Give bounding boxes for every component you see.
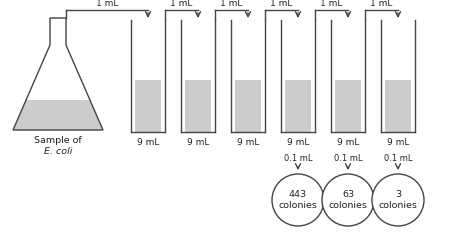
Circle shape: [372, 174, 424, 226]
Text: 1 mL: 1 mL: [220, 0, 243, 8]
Text: 9 mL: 9 mL: [287, 138, 309, 147]
Text: Sample of: Sample of: [34, 136, 82, 145]
Polygon shape: [13, 100, 103, 130]
Text: 0.1 mL: 0.1 mL: [334, 154, 362, 163]
Text: 1 mL: 1 mL: [96, 0, 118, 8]
Bar: [135, 80, 161, 132]
Text: 9 mL: 9 mL: [237, 138, 259, 147]
Text: 1 mL: 1 mL: [320, 0, 343, 8]
Bar: [285, 80, 311, 132]
Text: 1 mL: 1 mL: [170, 0, 193, 8]
Text: 63
colonies: 63 colonies: [328, 190, 367, 210]
Text: 0.1 mL: 0.1 mL: [284, 154, 312, 163]
Text: 0.1 mL: 0.1 mL: [384, 154, 412, 163]
Bar: [385, 80, 411, 132]
Bar: [185, 80, 211, 132]
Text: E. coli: E. coli: [44, 147, 72, 156]
Text: 443
colonies: 443 colonies: [279, 190, 318, 210]
Text: 9 mL: 9 mL: [387, 138, 409, 147]
Text: 1 mL: 1 mL: [270, 0, 292, 8]
Text: 1 mL: 1 mL: [370, 0, 392, 8]
Text: 3
colonies: 3 colonies: [379, 190, 418, 210]
Bar: [335, 80, 361, 132]
Bar: [235, 80, 261, 132]
Text: 9 mL: 9 mL: [337, 138, 359, 147]
Circle shape: [272, 174, 324, 226]
Text: 9 mL: 9 mL: [187, 138, 209, 147]
Circle shape: [322, 174, 374, 226]
Text: 9 mL: 9 mL: [137, 138, 159, 147]
